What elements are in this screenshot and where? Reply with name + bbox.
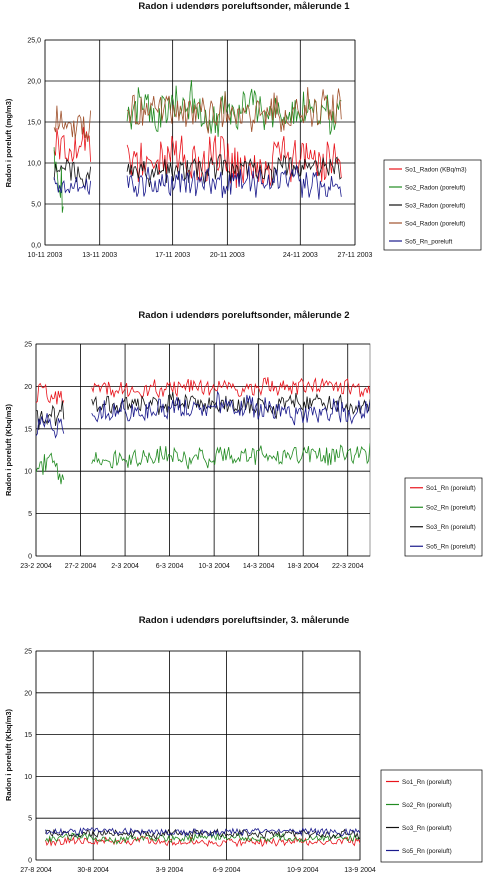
legend-label: So2_Rn (poreluft) — [426, 505, 476, 512]
legend-label: So5_Rn_poreluft — [405, 238, 453, 245]
legend-label: So1_Rn (poreluft) — [426, 485, 476, 492]
y-tick-label: 25 — [24, 649, 32, 656]
legend-label: So4_Radon (poreluft) — [405, 220, 465, 227]
series-line — [45, 835, 360, 848]
y-tick-label: 15 — [24, 426, 32, 433]
y-tick-label: 5 — [28, 816, 32, 823]
legend-label: So3_Radon (poreluft) — [405, 202, 465, 209]
series-line — [126, 80, 342, 137]
y-tick-label: 10 — [24, 469, 32, 476]
x-tick-label: 18-3 2004 — [287, 563, 319, 570]
y-tick-label: 15,0 — [27, 120, 41, 127]
plot-area — [44, 39, 356, 246]
series-line — [36, 400, 65, 430]
series-line — [36, 413, 65, 439]
y-tick-label: 10 — [24, 774, 32, 781]
legend — [380, 769, 483, 863]
x-tick-label: 10-3 2004 — [198, 563, 230, 570]
series-line — [36, 382, 65, 405]
series-line — [126, 87, 342, 134]
legend-label: So2_Rn (poreluft) — [402, 802, 452, 809]
chart-title: Radon i udendørs poreluftsinder, 3. måle… — [139, 615, 350, 626]
x-tick-label: 6-9 2004 — [213, 867, 241, 874]
series-line — [91, 390, 370, 426]
chart-3: Radon i udendørs poreluftsinder, 3. måle… — [4, 615, 483, 874]
chart-2: Radon i udendørs poreluftsonder, målerun… — [4, 310, 483, 570]
y-axis-label: Radon i poreluft (mg/m3) — [4, 98, 13, 187]
x-tick-label: 23-2 2004 — [20, 563, 52, 570]
series-line — [91, 443, 370, 470]
y-axis-label: Radon i poreluft (Kbq/m3) — [4, 708, 13, 801]
x-tick-label: 27-2 2004 — [65, 563, 97, 570]
series-line — [53, 176, 91, 195]
x-tick-label: 30-8 2004 — [77, 867, 109, 874]
legend-label: So1_Radon (KBq/m3) — [405, 166, 467, 173]
y-tick-label: 10,0 — [27, 161, 41, 168]
y-axis-label: Radon i poreluft (Kbq/m3) — [4, 403, 13, 496]
series-line — [126, 135, 342, 189]
x-tick-label: 10-11 2003 — [28, 252, 63, 259]
series-line — [126, 165, 342, 200]
x-tick-label: 3-9 2004 — [156, 867, 184, 874]
x-tick-label: 13-9 2004 — [344, 867, 376, 874]
legend-label: So1_Rn (poreluft) — [402, 779, 452, 786]
y-tick-label: 5,0 — [31, 202, 41, 209]
y-tick-label: 20 — [24, 384, 32, 391]
series-line — [126, 154, 342, 188]
y-tick-label: 0 — [28, 554, 32, 561]
x-tick-label: 24-11 2003 — [283, 252, 318, 259]
y-tick-label: 20 — [24, 690, 32, 697]
legend-label: So5_Rn (poreluft) — [402, 848, 452, 855]
x-tick-label: 13-11 2003 — [82, 252, 117, 259]
legend-label: So5_Rn (poreluft) — [426, 544, 476, 551]
x-tick-label: 2-3 2004 — [111, 563, 139, 570]
x-tick-label: 27-8 2004 — [20, 867, 52, 874]
y-tick-label: 25 — [24, 342, 32, 349]
y-tick-label: 5 — [28, 511, 32, 518]
chart-1: Radon i udendørs poreluftsonder, målerun… — [4, 1, 482, 259]
series-line — [45, 831, 360, 845]
series-line — [91, 377, 370, 400]
series-line — [53, 105, 91, 142]
plot-area — [35, 343, 371, 557]
x-tick-label: 6-3 2004 — [156, 563, 184, 570]
series-line — [45, 826, 360, 838]
y-tick-label: 0 — [28, 858, 32, 865]
x-tick-label: 17-11 2003 — [155, 252, 190, 259]
legend — [404, 477, 483, 557]
y-tick-label: 25,0 — [27, 38, 41, 45]
x-tick-label: 20-11 2003 — [210, 252, 245, 259]
x-tick-label: 14-3 2004 — [243, 563, 275, 570]
y-tick-label: 20,0 — [27, 79, 41, 86]
x-tick-label: 27-11 2003 — [338, 252, 373, 259]
y-tick-label: 0,0 — [31, 243, 41, 250]
chart-title: Radon i udendørs poreluftsonder, målerun… — [138, 1, 350, 12]
chart-title: Radon i udendørs poreluftsonder, målerun… — [138, 310, 349, 321]
legend-label: So3_Rn (poreluft) — [426, 524, 476, 531]
y-tick-label: 15 — [24, 732, 32, 739]
legend-label: So2_Radon (poreluft) — [405, 184, 465, 191]
series-line — [91, 391, 370, 420]
legend-label: So3_Rn (poreluft) — [402, 825, 452, 832]
series-line — [36, 452, 65, 485]
x-tick-label: 10-9 2004 — [287, 867, 319, 874]
series-line — [53, 126, 91, 162]
x-tick-label: 22-3 2004 — [332, 563, 364, 570]
